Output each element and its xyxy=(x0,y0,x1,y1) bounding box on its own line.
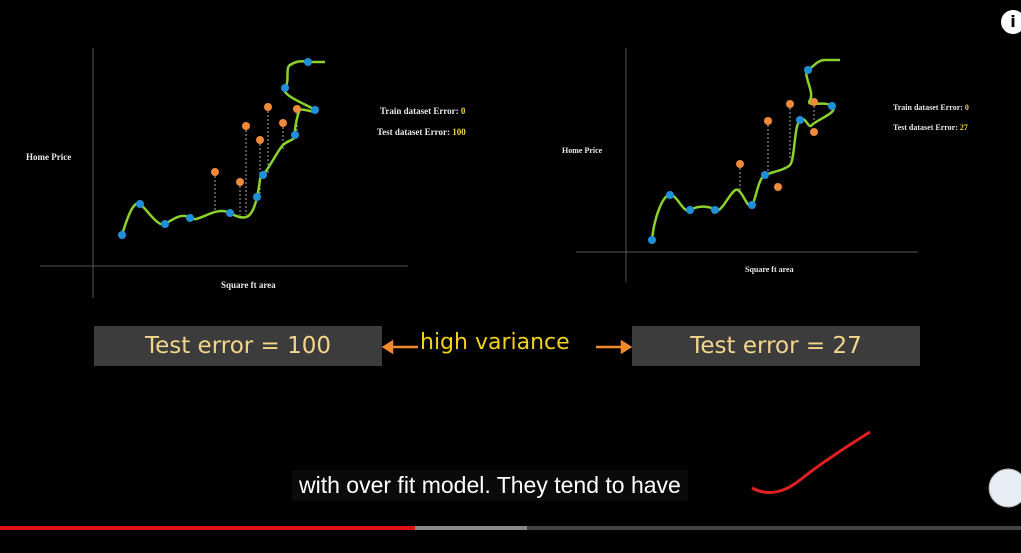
value: 0 xyxy=(460,106,466,116)
train-error: Train dataset Error: 0 xyxy=(380,106,465,116)
y-label: Home Price xyxy=(562,146,603,155)
info-icon[interactable]: i xyxy=(1001,10,1021,34)
caption: with over fit model. They tend to have xyxy=(292,470,688,501)
y-label: Home Price xyxy=(26,152,72,162)
test-error: Test dataset Error: 100 xyxy=(377,127,466,137)
left-box: Test error = 100 xyxy=(94,326,382,366)
label: Train dataset Error: xyxy=(893,103,963,112)
label: Train dataset Error: xyxy=(380,106,459,116)
label: Test dataset Error: xyxy=(377,127,450,137)
value: 0 xyxy=(964,103,969,112)
value: 100 xyxy=(452,127,466,137)
x-label: Square ft area xyxy=(745,265,794,274)
high-variance: high variance xyxy=(420,330,570,355)
test-error: Test dataset Error: 27 xyxy=(893,123,968,132)
right-box: Test error = 27 xyxy=(632,326,920,366)
x-label: Square ft area xyxy=(221,280,276,290)
train-error: Train dataset Error: 0 xyxy=(893,103,969,112)
label: Test dataset Error: xyxy=(893,123,958,132)
value: 27 xyxy=(959,123,968,132)
